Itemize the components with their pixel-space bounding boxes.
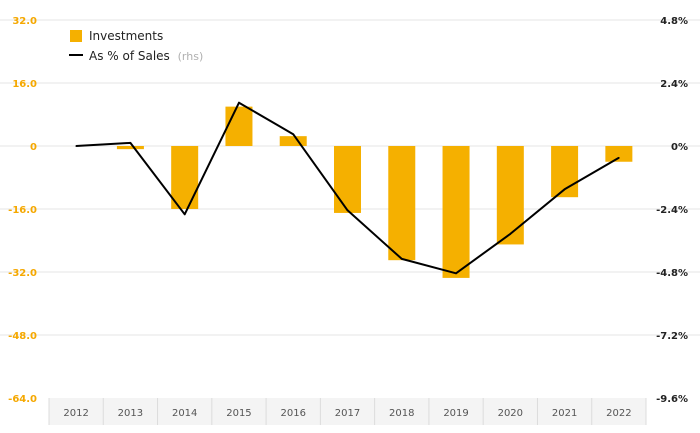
left-tick-label: -16.0 xyxy=(8,205,37,216)
sales-share-point-2013 xyxy=(129,142,132,144)
sales-share-point-2022 xyxy=(618,157,620,159)
right-tick-label: -2.4% xyxy=(656,205,688,216)
sales-share-point-2020 xyxy=(509,233,512,235)
sales-share-point-2018 xyxy=(400,258,403,260)
right-axis-ticks: 4.8% 2.4% 0% -2.4% -4.8% -7.2% -9.6% xyxy=(656,16,688,405)
x-tick-label: 2018 xyxy=(389,408,414,419)
left-tick-label: 0 xyxy=(30,142,37,153)
x-tick-label: 2020 xyxy=(498,408,523,419)
x-tick-label: 2012 xyxy=(63,408,88,419)
x-tick-label: 2017 xyxy=(335,408,360,419)
x-tick-label: 2015 xyxy=(226,408,251,419)
left-tick-label: 16.0 xyxy=(12,79,37,90)
legend-investments-swatch xyxy=(70,30,82,42)
x-tick-label: 2019 xyxy=(443,408,468,419)
sales-share-point-2017 xyxy=(346,209,349,212)
right-tick-label: 2.4% xyxy=(660,79,688,90)
sales-share-point-2015 xyxy=(238,101,240,104)
legend-sales-share-text: As % of Sales (rhs) xyxy=(89,49,203,63)
right-tick-label: -9.6% xyxy=(656,394,688,405)
bar-2020 xyxy=(496,146,524,245)
x-tick-label: 2016 xyxy=(281,408,306,419)
bar-2013 xyxy=(116,146,144,150)
bar-2019 xyxy=(442,146,470,278)
x-tick-label: 2021 xyxy=(552,408,577,419)
sales-share-point-2012 xyxy=(75,145,77,147)
bar-2022 xyxy=(605,146,633,162)
legend: Investments As % of Sales (rhs) xyxy=(69,29,203,63)
right-tick-label: 4.8% xyxy=(660,16,688,27)
legend-sales-share-suffix: (rhs) xyxy=(178,50,204,63)
left-tick-label: 32.0 xyxy=(12,16,37,27)
bar-2017 xyxy=(334,146,361,213)
bar-2018 xyxy=(388,146,416,261)
x-tick-label: 2013 xyxy=(118,408,143,419)
right-tick-label: -4.8% xyxy=(656,268,688,279)
x-tick-label: 2014 xyxy=(172,408,197,419)
right-tick-label: -7.2% xyxy=(656,331,688,342)
investments-bars xyxy=(62,106,633,278)
sales-share-point-2019 xyxy=(455,272,457,275)
left-tick-label: -32.0 xyxy=(8,268,37,279)
left-tick-label: -64.0 xyxy=(8,394,37,405)
sales-share-line xyxy=(75,101,620,275)
x-tick-label: 2022 xyxy=(606,408,631,419)
left-tick-label: -48.0 xyxy=(8,331,37,342)
x-axis-band xyxy=(48,398,647,425)
legend-sales-share-label: As % of Sales xyxy=(89,49,170,63)
x-axis-ticks: 2012 2013 2014 2015 2016 2017 2018 2019 2020 2021… xyxy=(63,408,631,419)
sales-share-point-2016 xyxy=(292,133,295,135)
sales-share-point-2014 xyxy=(183,213,186,216)
right-tick-label: 0% xyxy=(671,142,688,153)
sales-share-point-2021 xyxy=(563,188,566,191)
x-axis-band-background xyxy=(49,398,646,425)
bar-2015 xyxy=(225,106,253,146)
legend-investments-label: Investments xyxy=(89,29,163,43)
bar-2014 xyxy=(171,146,199,209)
left-axis-ticks: 32.0 16.0 0 -16.0 -32.0 -48.0 -64.0 xyxy=(8,16,37,405)
bar-2016 xyxy=(279,136,307,146)
